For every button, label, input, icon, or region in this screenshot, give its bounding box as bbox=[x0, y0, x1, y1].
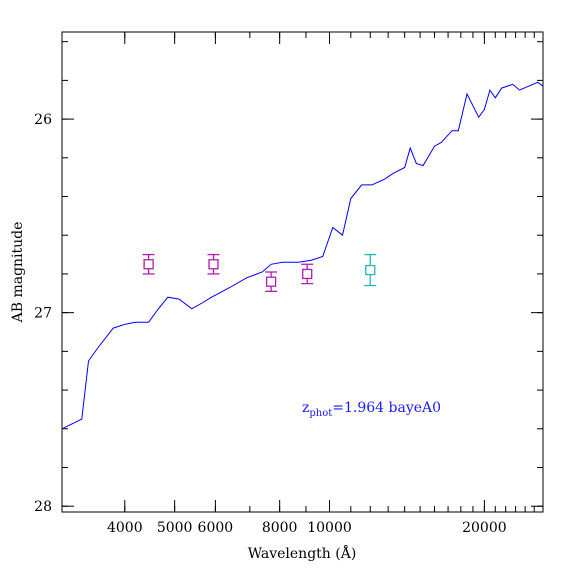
photometry-point bbox=[364, 253, 377, 287]
x-tick-label: 6000 bbox=[198, 520, 234, 536]
model-spectrum-line bbox=[61, 81, 544, 430]
x-axis-title: Wavelength (Å) bbox=[248, 544, 357, 562]
annotation-prefix: z bbox=[302, 400, 309, 416]
photometry-point bbox=[265, 271, 278, 293]
photometry-point bbox=[207, 253, 220, 275]
series-layer bbox=[61, 81, 544, 430]
x-tick-label: 10000 bbox=[307, 520, 352, 536]
point-marker bbox=[365, 264, 376, 276]
y-tick-label: 27 bbox=[34, 306, 52, 322]
annotation-subscript: phot bbox=[309, 408, 332, 419]
tick-labels: 4000 5000 6000 8000 10000 20000 26 27 28 bbox=[34, 112, 506, 536]
point-marker bbox=[302, 268, 313, 280]
x-tick-label: 20000 bbox=[462, 520, 507, 536]
plot-frame bbox=[61, 31, 544, 513]
photometry-point bbox=[142, 253, 155, 275]
y-tick-label: 28 bbox=[34, 499, 52, 515]
x-tick-label: 5000 bbox=[157, 520, 193, 536]
point-marker bbox=[265, 276, 277, 287]
y-axis-title: AB magnitude bbox=[10, 222, 26, 324]
annotation-text: =1.964 bayeA0 bbox=[332, 400, 441, 416]
point-marker bbox=[208, 259, 219, 270]
point-marker bbox=[143, 259, 154, 270]
x-tick-label: 4000 bbox=[107, 520, 143, 536]
photometry-point bbox=[301, 263, 314, 285]
tick-marks bbox=[62, 32, 543, 512]
photometry-points bbox=[142, 253, 377, 293]
redshift-annotation: zphot=1.964 bayeA0 bbox=[302, 400, 441, 419]
x-tick-label: 8000 bbox=[262, 520, 298, 536]
y-tick-label: 26 bbox=[34, 112, 52, 128]
